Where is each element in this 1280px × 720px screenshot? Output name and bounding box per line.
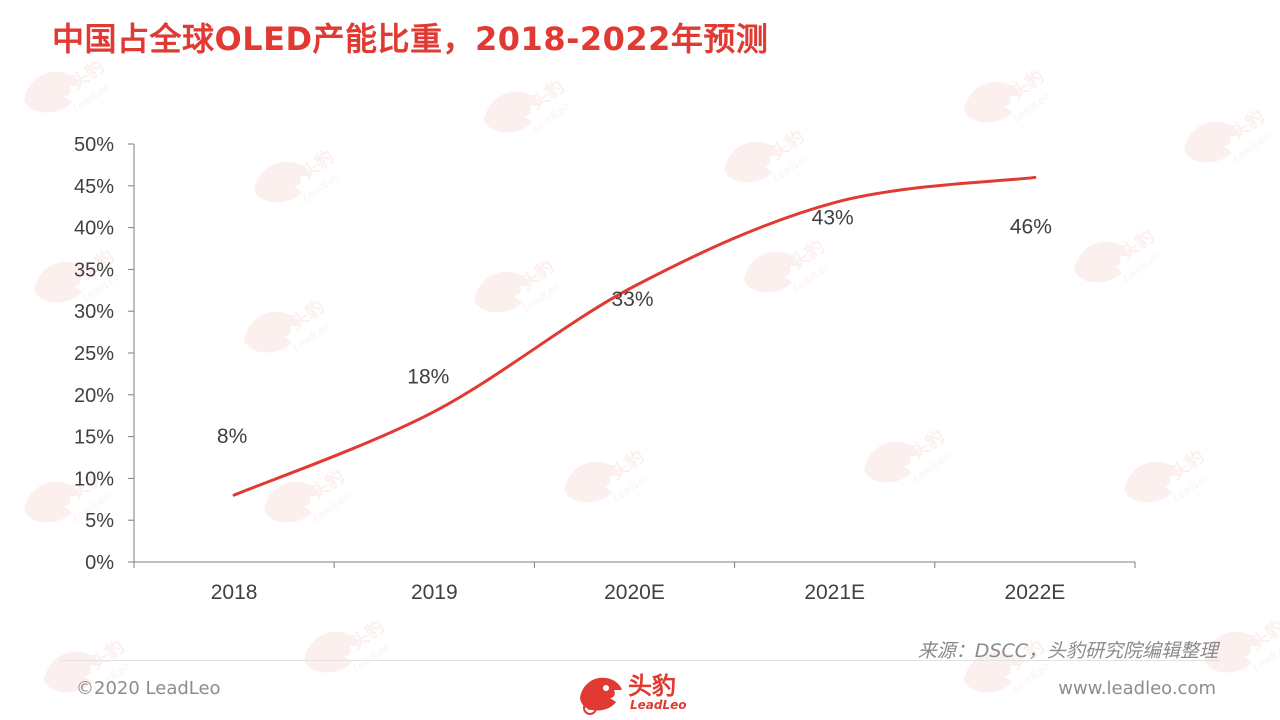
leopard-icon — [580, 677, 622, 715]
brand-logo: 头豹 LeadLeo — [576, 664, 716, 720]
y-tick-label: 40% — [74, 218, 114, 240]
data-label: 33% — [611, 288, 653, 311]
x-tick-label: 2020E — [604, 581, 665, 604]
x-tick-label: 2019 — [411, 581, 458, 604]
footer-divider — [60, 660, 1220, 661]
y-tick-label: 25% — [74, 343, 114, 365]
data-label: 46% — [1010, 215, 1052, 238]
y-tick-label: 15% — [74, 427, 114, 449]
brand-subtitle: LeadLeo — [630, 698, 687, 712]
y-tick-label: 5% — [85, 510, 114, 532]
website-link[interactable]: www.leadleo.com — [1058, 678, 1216, 699]
svg-text:头豹: 头豹 — [86, 640, 128, 674]
y-tick-label: 20% — [74, 385, 114, 407]
y-tick-label: 30% — [74, 301, 114, 323]
svg-text:LeadLeo: LeadLeo — [1251, 641, 1280, 674]
x-tick-label: 2022E — [1005, 581, 1066, 604]
svg-text:LeadLeo: LeadLeo — [351, 641, 390, 674]
y-tick-label: 0% — [85, 552, 114, 574]
svg-text:头豹: 头豹 — [346, 620, 388, 654]
source-note: 来源：DSCC，头豹研究院编辑整理 — [917, 640, 1218, 662]
data-label: 18% — [407, 366, 449, 389]
copyright-text: ©2020 LeadLeo — [76, 678, 221, 699]
brand-name: 头豹 — [628, 672, 676, 700]
svg-text:LeadLeo: LeadLeo — [1011, 661, 1050, 694]
x-tick-label: 2021E — [804, 581, 865, 604]
y-tick-label: 35% — [74, 259, 114, 281]
page-title: 中国占全球OLED产能比重，2018-2022年预测 — [52, 20, 769, 58]
x-tick-label: 2018 — [211, 581, 258, 604]
y-tick-label: 45% — [74, 176, 114, 198]
y-tick-label: 10% — [74, 468, 114, 490]
data-label: 8% — [217, 425, 247, 448]
leopard-watermark-icon: 头豹 LeadLeo — [300, 615, 392, 694]
svg-text:头豹: 头豹 — [1246, 620, 1280, 654]
data-label: 43% — [812, 207, 854, 230]
line-chart: 0% 5% 10% 15% 20% 25% 30% 35% 40% 45% 50% 2018 2019 2… — [74, 134, 1136, 604]
y-tick-label: 50% — [74, 134, 114, 156]
series-line — [232, 175, 1037, 497]
leopard-watermark-icon: 头豹 LeadLeo — [40, 635, 132, 714]
